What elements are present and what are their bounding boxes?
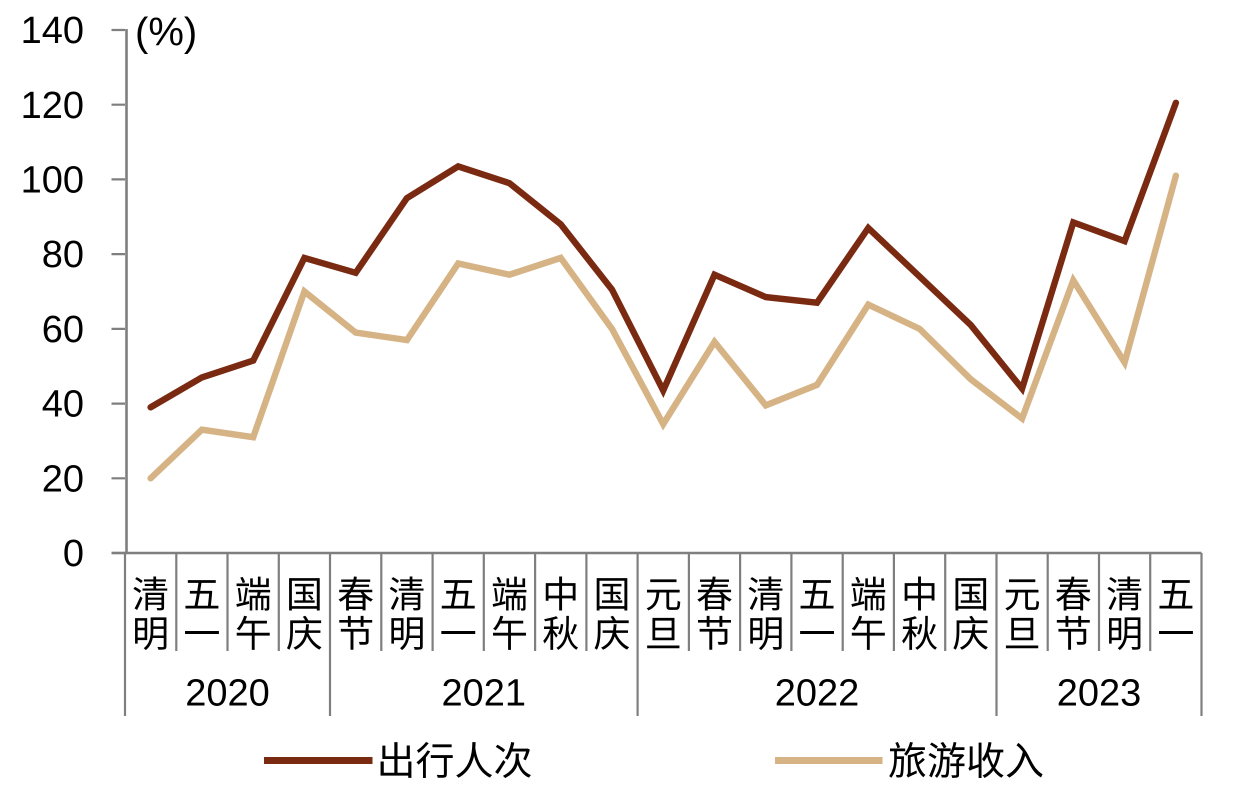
svg-text:2023: 2023: [1057, 673, 1142, 715]
svg-text:60: 60: [42, 309, 84, 351]
svg-text:100: 100: [21, 160, 84, 202]
svg-text:(%): (%): [135, 11, 197, 55]
svg-text:140: 140: [21, 10, 84, 52]
svg-text:2020: 2020: [185, 673, 270, 715]
svg-text:80: 80: [42, 234, 84, 276]
svg-text:20: 20: [42, 458, 84, 500]
svg-text:0: 0: [63, 533, 84, 575]
svg-text:40: 40: [42, 384, 84, 426]
svg-text:2022: 2022: [775, 673, 860, 715]
svg-text:2021: 2021: [442, 673, 527, 715]
svg-text:120: 120: [21, 85, 84, 127]
